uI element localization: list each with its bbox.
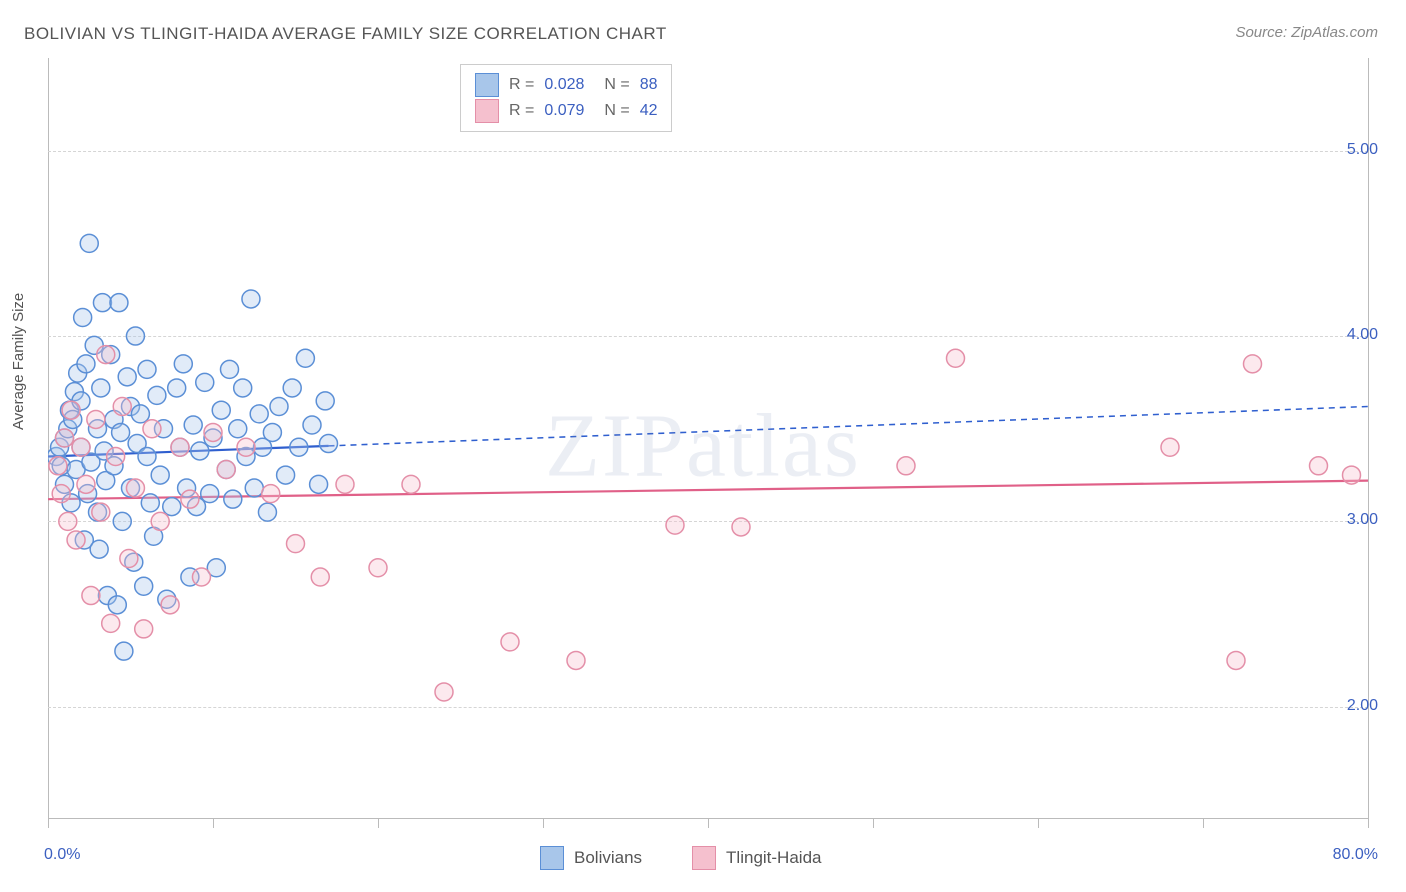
n-value-bolivians: 88 xyxy=(640,76,658,94)
r-label: R = xyxy=(509,76,534,94)
legend-item-tlingit: Tlingit-Haida xyxy=(692,846,821,870)
legend-row-tlingit: R = 0.079 N = 42 xyxy=(475,99,657,123)
y-axis-label: Average Family Size xyxy=(10,293,27,430)
legend-row-bolivians: R = 0.028 N = 88 xyxy=(475,73,657,97)
n-label: N = xyxy=(604,76,629,94)
r-value-tlingit: 0.079 xyxy=(544,102,594,120)
legend-label-bolivians: Bolivians xyxy=(574,848,642,868)
swatch-bolivians xyxy=(540,846,564,870)
r-label: R = xyxy=(509,102,534,120)
swatch-tlingit xyxy=(692,846,716,870)
scatter-plot xyxy=(48,58,1368,818)
swatch-tlingit xyxy=(475,99,499,123)
n-value-tlingit: 42 xyxy=(640,102,658,120)
n-label: N = xyxy=(604,102,629,120)
legend-item-bolivians: Bolivians xyxy=(540,846,642,870)
series-legend: Bolivians Tlingit-Haida xyxy=(540,846,821,870)
source-label: Source: ZipAtlas.com xyxy=(1235,24,1378,41)
correlation-legend: R = 0.028 N = 88 R = 0.079 N = 42 xyxy=(460,64,672,132)
r-value-bolivians: 0.028 xyxy=(544,76,594,94)
swatch-bolivians xyxy=(475,73,499,97)
chart-title: BOLIVIAN VS TLINGIT-HAIDA AVERAGE FAMILY… xyxy=(24,24,667,44)
x-min-label: 0.0% xyxy=(44,846,80,864)
x-max-label: 80.0% xyxy=(1333,846,1378,864)
legend-label-tlingit: Tlingit-Haida xyxy=(726,848,821,868)
